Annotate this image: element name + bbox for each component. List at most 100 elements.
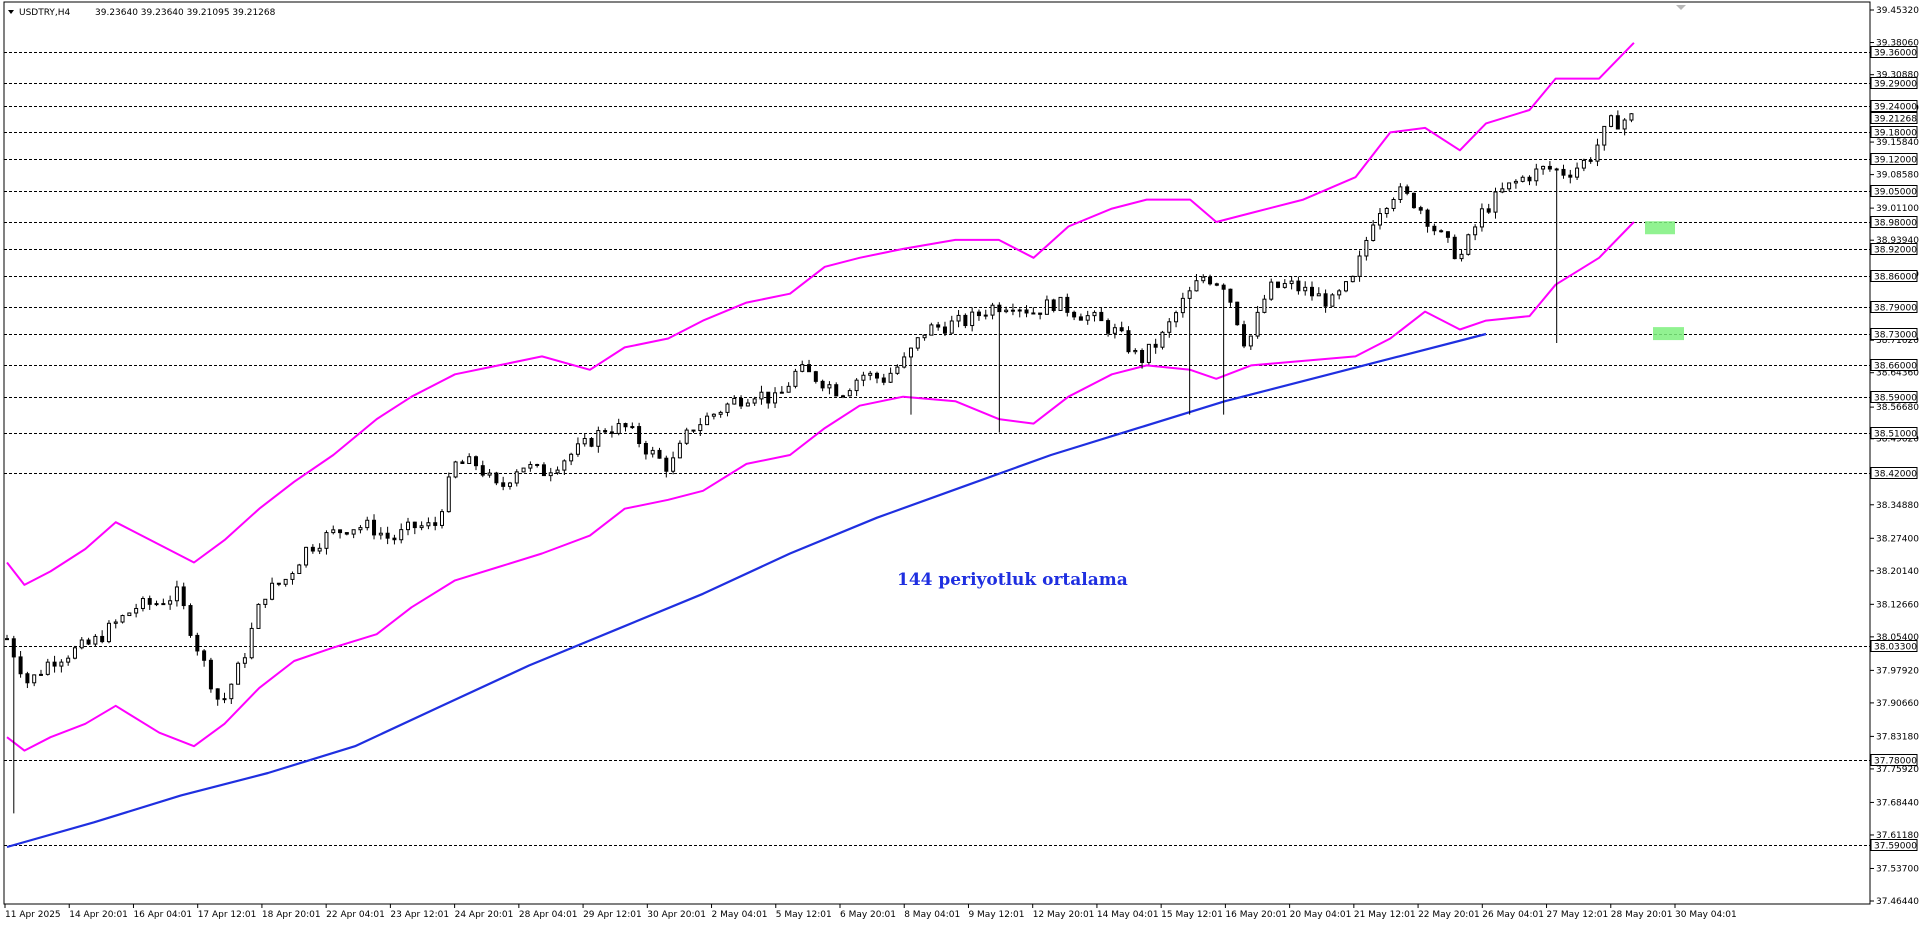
time-tick-label: 23 Apr 12:01 [390,910,449,920]
candle-body-down [310,546,315,552]
candle-body-up [949,320,954,334]
candle-body-up [120,615,125,623]
price-tick-label: 37.90660 [1876,699,1919,709]
candle-body-down [1038,312,1043,315]
candle-body-up [861,374,866,381]
time-tick-label: 14 May 04:01 [1097,910,1159,920]
candle-body-up [263,598,268,605]
price-tick-label: 38.20140 [1876,567,1919,577]
candle-body-down [739,397,744,407]
candle-body-up [1289,280,1294,285]
candle-body-up [79,639,84,649]
candle-body-down [52,661,57,667]
level-label-box [1870,359,1918,371]
candle-body-up [324,532,329,549]
candle-body-up [569,453,574,462]
candle-body-up [66,657,71,663]
candle-body-down [161,603,166,606]
candle-body-up [1085,315,1090,321]
candle-body-up [548,472,553,477]
candle-body-up [365,519,370,529]
candle-body-up [1146,343,1151,363]
candle-body-up [440,511,444,526]
candle-body-down [1615,115,1620,130]
candle-body-down [385,532,390,539]
candle-body-up [358,527,363,531]
candle-body-down [1432,225,1437,232]
candle-body-up [1493,191,1498,213]
time-tick-label: 24 Apr 20:01 [455,910,514,920]
candle-body-up [1629,113,1634,121]
candle-body-up [1248,335,1253,347]
candle-body-down [589,437,594,447]
candle-body-down [1024,309,1029,314]
candle-body-up [895,366,900,374]
candle-body-up [616,423,621,434]
price-tick-label: 39.38060 [1876,39,1919,49]
candle-body-down [181,586,186,607]
time-tick-label: 29 Apr 12:01 [583,910,642,920]
upper-band-line [6,42,1635,586]
candle-body-up [1017,309,1022,312]
candle-body-up [304,546,309,566]
candle-body-up [1092,311,1097,317]
price-tick-label: 37.61180 [1876,831,1919,841]
candle-body-up [45,661,50,675]
candle-body-up [800,364,805,372]
candle-body-up [575,443,580,455]
candle-body-down [147,598,152,605]
candle-body-down [875,372,879,379]
candle-body-down [1072,311,1077,318]
candle-body-down [1078,316,1083,321]
candle-body-up [290,572,295,580]
candle-body-up [698,424,703,432]
collapse-triangle-icon[interactable] [8,10,14,14]
candle-body-down [338,529,343,534]
candle-body-down [1099,311,1104,322]
candle-body-down [494,472,499,484]
level-label: 39.36000 [1874,49,1917,59]
candle-body-up [514,471,519,484]
candle-body-down [195,634,200,652]
candle-body-down [637,426,642,445]
candle-body-up [134,607,139,614]
level-label-box [1870,185,1918,197]
level-label-box [1870,77,1918,89]
candle-body-down [1405,186,1410,194]
candle-body-up [711,413,716,417]
candle-body-up [582,437,587,445]
price-tick-label: 37.83180 [1876,732,1919,742]
candle-body-up [732,397,737,405]
candlesticks [5,110,1634,814]
time-tick-label: 28 May 20:01 [1611,910,1673,920]
candle-body-down [766,391,771,404]
candle-body-up [970,311,975,327]
candle-body-down [834,384,839,397]
candle-body-down [215,688,220,700]
candle-body-up [1622,119,1627,130]
horizontal-levels [4,52,1870,846]
candle-body-up [1058,296,1063,311]
candle-body-up [786,385,791,393]
candle-body-up [956,314,961,322]
candle-body-up [1364,239,1369,257]
candle-body-down [1065,296,1070,313]
candle-body-up [929,324,934,336]
level-label-box [1870,328,1918,340]
candle-body-up [718,411,723,415]
candle-body-up [467,456,472,464]
level-label: 38.98000 [1874,219,1917,229]
time-tick-label: 14 Apr 20:01 [69,910,128,920]
candle-body-up [677,442,682,459]
time-tick-label: 30 Apr 20:01 [647,910,706,920]
price-tick-label: 38.56680 [1876,403,1919,413]
time-tick-label: 8 May 04:01 [904,910,960,920]
candle-body-down [657,449,662,459]
candle-body-up [1357,255,1362,277]
candle-body-up [1541,165,1546,170]
candle-body-up [1180,297,1185,314]
candle-body-down [1561,168,1566,176]
candle-body-up [72,647,77,659]
candle-body-up [222,698,227,701]
